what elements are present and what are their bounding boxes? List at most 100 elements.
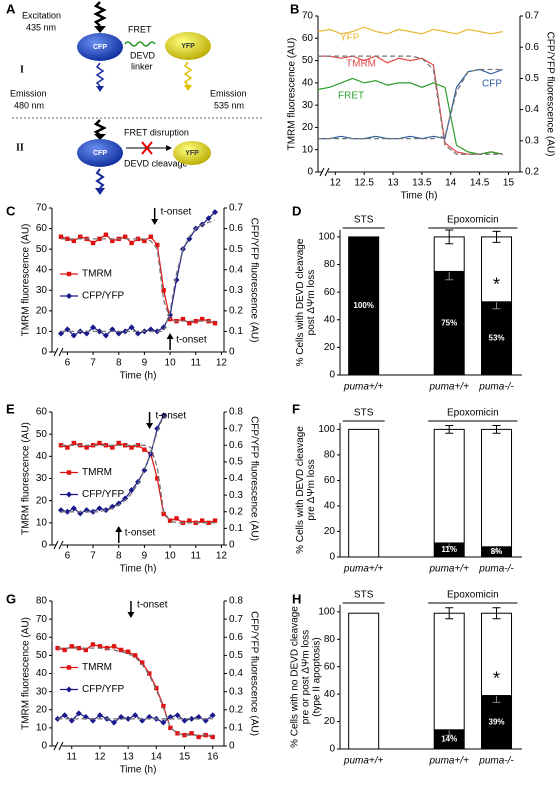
marker bbox=[104, 645, 110, 651]
series-label: YFP bbox=[340, 33, 360, 44]
legend-label: TMRM bbox=[82, 269, 112, 280]
arrow-head bbox=[151, 219, 159, 225]
marker bbox=[97, 440, 102, 446]
marker bbox=[186, 235, 193, 242]
y2-tick-label: 0.7 bbox=[525, 11, 539, 22]
arrow-head bbox=[94, 134, 106, 140]
axis-break bbox=[319, 167, 330, 177]
x-tick-label: 8 bbox=[116, 358, 122, 369]
y-tick-label: 40 bbox=[324, 689, 336, 700]
x-tick-label: 10 bbox=[165, 551, 177, 562]
marker bbox=[168, 725, 173, 731]
excitation-arrow bbox=[93, 1, 107, 27]
y2-tick-label: 0.4 bbox=[229, 473, 243, 484]
y-tick-label: 40 bbox=[302, 77, 314, 88]
y-axis-label: post ΔΨm loss bbox=[306, 270, 317, 336]
axis-break bbox=[53, 540, 64, 550]
x-tick-label: 12 bbox=[94, 752, 106, 763]
marker bbox=[66, 293, 72, 299]
y-tick-label: 20 bbox=[36, 704, 48, 715]
error-bar bbox=[445, 229, 454, 245]
marker bbox=[155, 476, 160, 481]
x-tick-label: 9 bbox=[142, 551, 148, 562]
marker bbox=[71, 440, 77, 446]
y2-tick-label: 0 bbox=[229, 347, 235, 358]
axis-break bbox=[322, 168, 328, 176]
y-tick-label: 0 bbox=[329, 552, 335, 563]
y-tick-label: 30 bbox=[36, 686, 48, 697]
y-tick-label: 100 bbox=[318, 606, 335, 617]
marker bbox=[174, 712, 181, 719]
marker bbox=[110, 238, 115, 244]
label: I bbox=[20, 64, 24, 75]
bar bbox=[481, 695, 513, 750]
axis-break bbox=[56, 742, 62, 750]
panel-letter: A bbox=[6, 1, 16, 16]
legend-label: CFP/YFP bbox=[82, 684, 125, 695]
axis-break bbox=[56, 348, 62, 356]
panel-letter: G bbox=[6, 591, 16, 606]
marker bbox=[90, 240, 96, 246]
y-tick-label: 70 bbox=[36, 614, 48, 625]
y-tick-label: 100 bbox=[318, 424, 335, 435]
y-tick-label: 40 bbox=[324, 314, 336, 325]
label: CFP bbox=[93, 150, 107, 157]
y2-tick-label: 0.5 bbox=[229, 457, 243, 468]
marker bbox=[96, 712, 103, 719]
marker bbox=[188, 715, 195, 722]
bar bbox=[481, 236, 513, 303]
cfp-molecule bbox=[77, 33, 123, 61]
x-tick-label: 14 bbox=[445, 178, 457, 189]
y-tick-label: 60 bbox=[36, 407, 48, 418]
group-label: Epoxomicin bbox=[447, 215, 499, 226]
y-tick-label: 60 bbox=[36, 632, 48, 643]
y2-tick-label: 0.6 bbox=[229, 223, 243, 234]
marker bbox=[212, 209, 219, 216]
x-tick-label: 13 bbox=[123, 752, 135, 763]
y2-tick-label: 0.3 bbox=[525, 135, 539, 146]
y-tick-label: 80 bbox=[36, 596, 48, 607]
marker bbox=[84, 445, 89, 450]
marker bbox=[196, 734, 201, 740]
marker bbox=[83, 647, 89, 653]
marker bbox=[212, 321, 218, 326]
y2-tick-label: 0.6 bbox=[525, 42, 539, 53]
y-tick-label: 20 bbox=[36, 305, 48, 316]
marker bbox=[111, 719, 118, 726]
x-tick-label: 11 bbox=[67, 752, 78, 763]
marker bbox=[122, 234, 128, 239]
marker bbox=[97, 644, 103, 649]
marker bbox=[76, 645, 81, 651]
bar bbox=[481, 612, 513, 697]
emission-arrow bbox=[95, 62, 105, 87]
bar bbox=[433, 612, 465, 731]
label: YFP bbox=[185, 150, 199, 157]
bar bbox=[433, 270, 465, 376]
y2-tick-label: 0.8 bbox=[229, 596, 243, 607]
label: Emission bbox=[10, 88, 47, 98]
y2-tick-label: 0.7 bbox=[229, 203, 243, 214]
y2-tick-label: 0.2 bbox=[525, 167, 539, 178]
group-label: Epoxomicin bbox=[447, 590, 499, 601]
marker bbox=[129, 445, 134, 450]
value-label: 100% bbox=[353, 301, 373, 310]
label: FRET disruption bbox=[124, 127, 189, 137]
legend-label: CFP/YFP bbox=[82, 489, 125, 500]
series-line bbox=[318, 68, 503, 140]
y2-tick-label: 0 bbox=[229, 741, 235, 752]
marker bbox=[205, 215, 212, 222]
marker bbox=[132, 653, 138, 658]
linker bbox=[124, 41, 156, 47]
group-label: STS bbox=[354, 408, 374, 419]
fit-line bbox=[61, 444, 215, 524]
y-tick-label: 10 bbox=[36, 517, 48, 528]
marker bbox=[103, 232, 109, 237]
y-tick-label: 100 bbox=[318, 232, 335, 243]
x-axis-label: Time (h) bbox=[120, 564, 157, 575]
panel-letter: D bbox=[292, 203, 301, 218]
y-axis-label: (type II apoptosis) bbox=[312, 637, 323, 716]
label: linker bbox=[131, 61, 153, 71]
series-line bbox=[317, 77, 503, 155]
series-label: CFP bbox=[482, 79, 502, 90]
